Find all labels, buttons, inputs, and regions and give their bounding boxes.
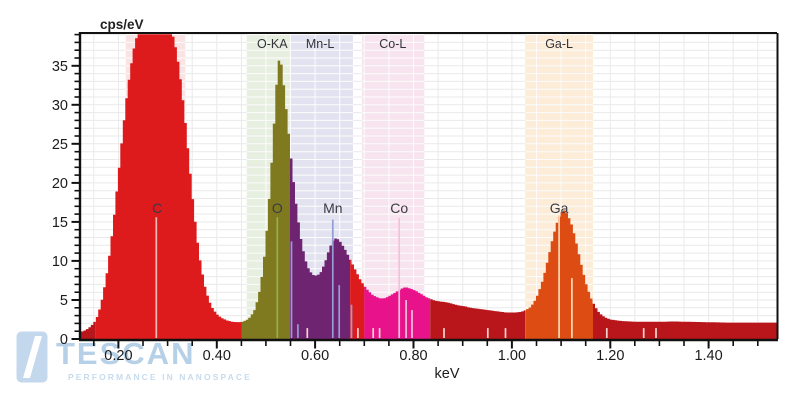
y-tick-label: 20 xyxy=(52,176,68,192)
band-label-Ga-L: Ga-L xyxy=(545,37,573,51)
band-label-Mn-L: Mn-L xyxy=(306,37,335,51)
y-axis-unit-label: cps/eV xyxy=(100,17,144,32)
axes: 0.20 0.40 0.60 0.80 1.00 1.20 1.40 0 5 10 15 20 25 30… xyxy=(52,17,779,382)
y-tick-label: 25 xyxy=(52,137,68,153)
element-label-Mn: Mn xyxy=(323,200,342,216)
band-label-Co-L: Co-L xyxy=(379,37,406,51)
x-tick-label: 1.40 xyxy=(694,348,722,364)
x-tick-label: 0.60 xyxy=(301,348,329,364)
x-tick-label: 0.80 xyxy=(399,348,427,364)
y-tick-label: 10 xyxy=(52,254,68,270)
x-tick-label: 1.20 xyxy=(596,348,624,364)
element-label-C: C xyxy=(152,200,162,216)
element-label-Ga: Ga xyxy=(550,200,569,216)
tescan-tagline-text: PERFORMANCE IN NANOSPACE xyxy=(68,372,252,382)
x-tick-label: 1.00 xyxy=(498,348,526,364)
y-tick-label: 5 xyxy=(60,293,68,309)
element-label-Co: Co xyxy=(390,200,408,216)
tescan-watermark: TESCAN PERFORMANCE IN NANOSPACE xyxy=(16,331,252,383)
y-tick-label: 15 xyxy=(52,215,68,231)
element-label-O: O xyxy=(272,200,283,216)
element-line-markers xyxy=(155,214,657,338)
x-axis-title: keV xyxy=(435,366,460,382)
tescan-logo-icon xyxy=(16,331,48,383)
tescan-brand-text: TESCAN xyxy=(56,336,196,371)
band-label-O-KA: O-KA xyxy=(257,37,288,51)
x-tick-label: 0.40 xyxy=(203,348,231,364)
y-tick-label: 35 xyxy=(52,59,68,75)
y-tick-label: 30 xyxy=(52,98,68,114)
y-tick-label: 0 xyxy=(60,332,68,348)
element-labels: C O Mn Co Ga xyxy=(152,200,569,216)
x-tick-label: 0.20 xyxy=(104,348,132,364)
tescan-watermark-text: TESCAN PERFORMANCE IN NANOSPACE xyxy=(56,331,252,383)
